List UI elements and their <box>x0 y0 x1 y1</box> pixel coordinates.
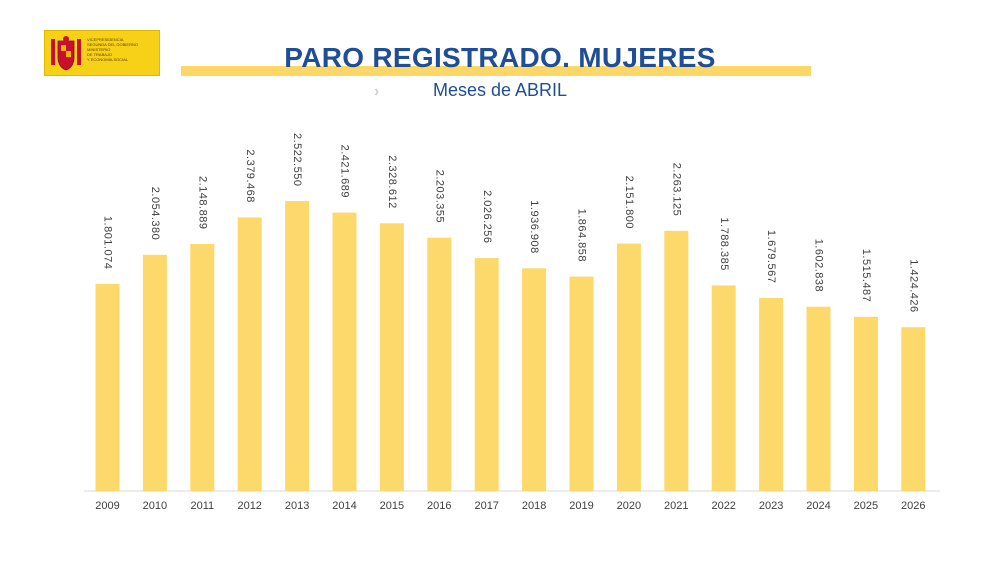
value-label-2014: 2.421.689 <box>339 145 351 198</box>
page-subtitle: Meses de ABRIL <box>432 80 568 100</box>
bar-2016 <box>427 237 452 491</box>
year-label-2022: 2022 <box>711 500 735 512</box>
page-title: PARO REGISTRADO. MUJERES <box>284 42 716 73</box>
bar-2014 <box>332 212 357 491</box>
bar-2021 <box>664 230 689 492</box>
year-label-2026: 2026 <box>901 500 925 512</box>
value-label-2013: 2.522.550 <box>291 133 303 186</box>
chevron-right-icon: › <box>374 83 380 100</box>
value-label-2012: 2.379.468 <box>244 149 256 202</box>
bar-2020 <box>616 243 641 491</box>
year-label-2025: 2025 <box>854 500 878 512</box>
year-label-2015: 2015 <box>380 500 404 512</box>
value-label-2019: 1.864.858 <box>576 209 588 262</box>
year-label-2012: 2012 <box>237 500 261 512</box>
logo-text-line: MINISTERIO <box>87 47 111 52</box>
year-label-2014: 2014 <box>332 500 356 512</box>
bar-2013 <box>285 201 310 491</box>
bar-2018 <box>522 268 547 491</box>
year-label-2010: 2010 <box>143 500 167 512</box>
year-label-2023: 2023 <box>759 500 783 512</box>
year-label-2019: 2019 <box>569 500 593 512</box>
title-highlight-band <box>181 66 811 76</box>
bar-2025 <box>853 316 878 491</box>
value-label-2023: 1.679.567 <box>765 230 777 283</box>
bar-2012 <box>237 217 262 491</box>
bar-2010 <box>142 254 167 491</box>
year-label-2016: 2016 <box>427 500 451 512</box>
value-label-2024: 1.602.838 <box>813 239 825 292</box>
value-label-2021: 2.263.125 <box>670 163 682 216</box>
bar-2015 <box>379 223 404 492</box>
value-label-2011: 2.148.889 <box>196 176 208 229</box>
bar-2026 <box>901 327 926 491</box>
bar-2023 <box>759 297 784 491</box>
bar-2019 <box>569 276 594 491</box>
value-label-2018: 1.936.908 <box>528 200 540 253</box>
value-label-2020: 2.151.800 <box>623 176 635 229</box>
government-logo: VICEPRESIDENCIA SEGUNDA DEL GOBIERNO MIN… <box>44 30 160 76</box>
value-label-2016: 2.203.355 <box>433 170 445 223</box>
value-label-2015: 2.328.612 <box>386 155 398 208</box>
year-label-2009: 2009 <box>95 500 119 512</box>
logo-text-line: SEGUNDA DEL GOBIERNO <box>87 42 138 47</box>
year-label-2011: 2011 <box>190 500 214 512</box>
year-label-2013: 2013 <box>285 500 309 512</box>
value-label-2026: 1.424.426 <box>907 259 919 312</box>
bar-2017 <box>474 258 499 491</box>
logo-text-line: DE TRABAJO <box>87 52 113 57</box>
year-label-2021: 2021 <box>664 500 688 512</box>
value-label-2009: 1.801.074 <box>102 216 114 269</box>
year-label-2020: 2020 <box>617 500 641 512</box>
bar-2009 <box>95 283 120 491</box>
bar-2024 <box>806 306 831 491</box>
bar-2011 <box>190 244 215 491</box>
logo-text-line: Y ECONOMÍA SOCIAL <box>87 57 129 62</box>
value-label-2022: 1.788.385 <box>718 217 730 270</box>
coat-of-arms-icon <box>51 36 81 71</box>
year-label-2017: 2017 <box>474 500 498 512</box>
year-label-2018: 2018 <box>522 500 546 512</box>
logo-text-line: VICEPRESIDENCIA <box>87 37 124 42</box>
value-label-2017: 2.026.256 <box>481 190 493 243</box>
value-label-2025: 1.515.487 <box>860 249 872 302</box>
year-label-2024: 2024 <box>806 500 830 512</box>
bar-2022 <box>711 285 736 491</box>
value-label-2010: 2.054.380 <box>149 187 161 240</box>
